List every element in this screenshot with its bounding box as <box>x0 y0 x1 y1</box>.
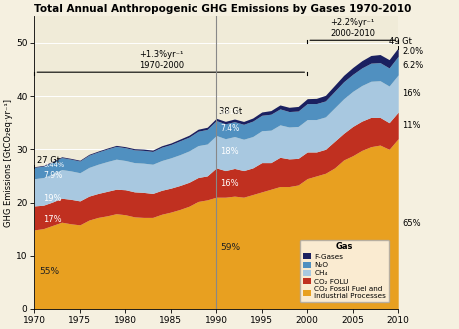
Text: 6.2%: 6.2% <box>402 61 423 70</box>
Text: 7.4%: 7.4% <box>219 123 239 133</box>
Text: 19%: 19% <box>44 194 62 203</box>
Text: 11%: 11% <box>402 121 420 130</box>
Text: 55%: 55% <box>39 267 59 276</box>
Text: 49 Gt: 49 Gt <box>388 37 411 46</box>
Text: 7.9%: 7.9% <box>44 171 62 180</box>
Text: 59%: 59% <box>219 243 240 252</box>
Text: 18%: 18% <box>219 147 238 157</box>
Text: 65%: 65% <box>402 219 420 228</box>
Text: 16%: 16% <box>402 89 420 98</box>
Text: 38 Gt: 38 Gt <box>218 107 241 116</box>
Text: 2.0%: 2.0% <box>402 47 423 57</box>
Text: 0.81%: 0.81% <box>219 109 241 114</box>
Text: 27 Gt: 27 Gt <box>37 156 60 164</box>
Text: Total Annual Anthropogenic GHG Emissions by Gases 1970-2010: Total Annual Anthropogenic GHG Emissions… <box>34 4 411 14</box>
Text: 16%: 16% <box>219 179 238 189</box>
Text: +2.2%yr⁻¹
2000-2010: +2.2%yr⁻¹ 2000-2010 <box>330 18 375 38</box>
Text: +1.3%yr⁻¹
1970-2000: +1.3%yr⁻¹ 1970-2000 <box>139 50 184 69</box>
Y-axis label: GHG Emissions [GtCO₂eq·yr⁻¹]: GHG Emissions [GtCO₂eq·yr⁻¹] <box>4 99 13 227</box>
Legend: F-Gases, N₂O, CH₄, CO₂ FOLU, CO₂ Fossil Fuel and
Industrial Processes: F-Gases, N₂O, CH₄, CO₂ FOLU, CO₂ Fossil … <box>299 240 388 302</box>
Text: 17%: 17% <box>44 215 62 224</box>
Text: 0.44%: 0.44% <box>44 162 64 168</box>
